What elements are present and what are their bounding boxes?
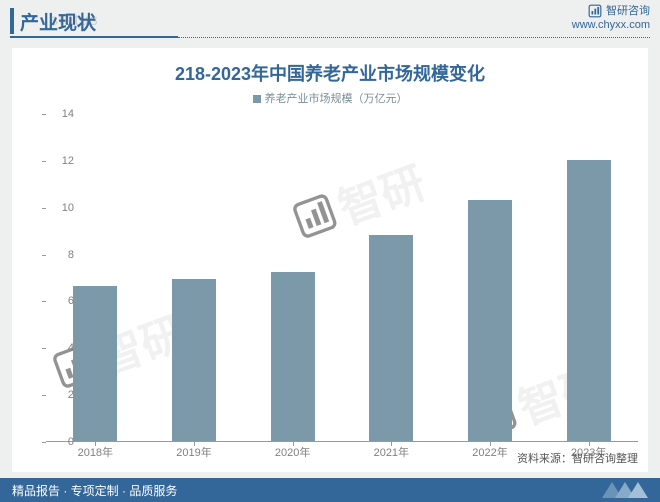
- y-axis-label: 4: [34, 342, 74, 354]
- brand-logo-icon: [588, 4, 602, 18]
- chart-bar: [271, 272, 315, 441]
- tab-ghost-text: status: [50, 12, 99, 30]
- section-tab: 产业现状 status: [10, 6, 178, 36]
- header-rule-dotted: [178, 37, 650, 38]
- footer-deco-icon: [602, 482, 648, 498]
- footer-bar: 精品报告 · 专项定制 · 品质服务: [0, 478, 660, 502]
- tab-accent-bar: [10, 8, 14, 34]
- x-axis-label: 2020年: [253, 444, 333, 460]
- header-rule-solid: [10, 36, 178, 38]
- brand-block: 智研咨询 www.chyxx.com: [572, 4, 650, 32]
- chart-bar: [369, 235, 413, 441]
- chart-bar: [73, 286, 117, 441]
- x-axis-label: 2021年: [351, 444, 431, 460]
- y-axis-label: 14: [34, 108, 74, 120]
- header: 产业现状 status 智研咨询 www.chyxx.com: [0, 0, 660, 42]
- chart-title: 218-2023年中国养老产业市场规模变化: [12, 60, 648, 86]
- chart-bar: [468, 200, 512, 441]
- chart-source-label: 资料来源：智研咨询整理: [517, 450, 638, 466]
- y-axis-label: 8: [34, 249, 74, 261]
- x-axis-label: 2019年: [154, 444, 234, 460]
- page-root: 产业现状 status 智研咨询 www.chyxx.com 智研 智研 智研 …: [0, 0, 660, 502]
- chart-panel: 智研 智研 智研 218-2023年中国养老产业市场规模变化 养老产业市场规模（…: [12, 48, 648, 472]
- x-axis-label: 2018年: [55, 444, 135, 460]
- legend-label: 养老产业市场规模（万亿元）: [265, 93, 408, 105]
- brand-name: 智研咨询: [606, 4, 650, 18]
- y-axis-label: 10: [34, 202, 74, 214]
- chart-bar: [567, 160, 611, 441]
- legend-swatch: [253, 95, 261, 103]
- y-axis-label: 12: [34, 155, 74, 167]
- brand-url: www.chyxx.com: [572, 18, 650, 32]
- chart-legend: 养老产业市场规模（万亿元）: [12, 90, 648, 106]
- y-axis-label: 2: [34, 389, 74, 401]
- footer-text: 精品报告 · 专项定制 · 品质服务: [12, 482, 177, 499]
- chart-plot-area: 024681012142018年2019年2020年2021年2022年2023…: [46, 114, 638, 442]
- y-axis-label: 6: [34, 295, 74, 307]
- chart-bar: [172, 279, 216, 441]
- x-axis-line: [46, 441, 638, 442]
